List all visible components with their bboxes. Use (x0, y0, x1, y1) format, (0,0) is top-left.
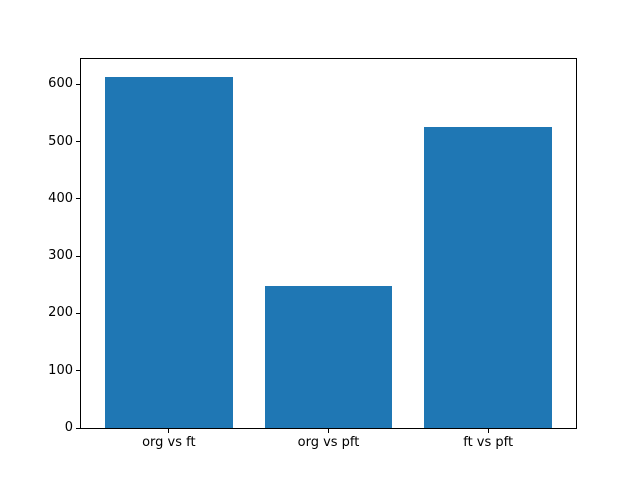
bar-org-vs-ft (104, 76, 233, 428)
y-tick-mark (76, 427, 80, 429)
bar-ft-vs-pft (424, 127, 553, 428)
x-tick-label: org vs pft (297, 435, 360, 450)
x-tick-mark (487, 429, 489, 433)
y-tick-label: 0 (64, 420, 73, 435)
bar-org-vs-pft (264, 286, 393, 428)
y-tick-mark (76, 141, 80, 142)
y-tick-mark (76, 255, 80, 257)
x-tick-mark (328, 429, 329, 433)
y-tick-label: 500 (48, 133, 73, 149)
y-tick-mark (76, 198, 80, 200)
y-tick-label: 200 (48, 305, 73, 321)
y-tick-label: 400 (48, 190, 73, 206)
y-tick-label: 600 (48, 76, 73, 92)
y-tick-mark (76, 312, 80, 314)
y-tick-mark (76, 370, 80, 372)
x-tick-label: org vs ft (142, 435, 196, 450)
x-tick-label: ft vs pft (463, 435, 514, 450)
axes: 0 100 200 300 400 500 600 org vs ft org vs pft f… (48, 58, 577, 450)
y-tick-mark (76, 83, 80, 85)
y-tick-label: 100 (48, 362, 73, 378)
x-tick-mark (168, 429, 170, 433)
y-tick-label: 300 (48, 248, 73, 264)
